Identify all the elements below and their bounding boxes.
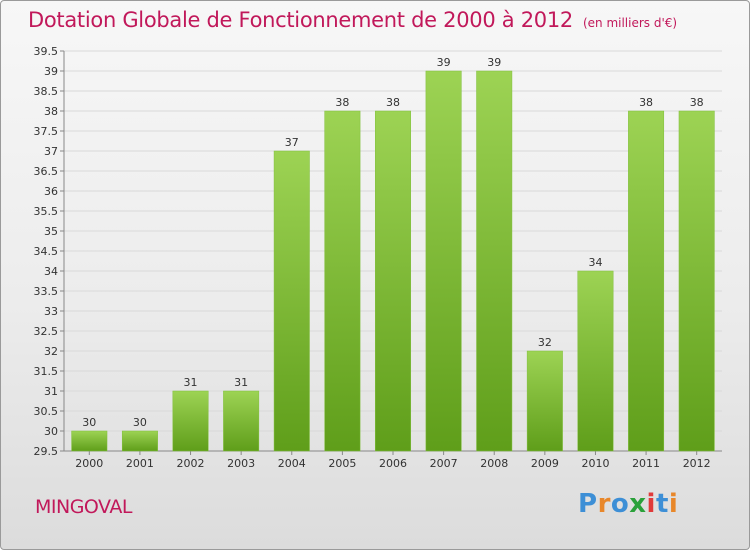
data-label: 39 — [487, 56, 501, 69]
bar — [273, 150, 310, 452]
bar — [172, 390, 209, 452]
x-tick-label: 2009 — [531, 457, 559, 470]
x-tick-label: 2007 — [430, 457, 458, 470]
bar — [121, 430, 158, 452]
y-tick-label: 33.5 — [34, 285, 59, 298]
data-label: 30 — [82, 416, 96, 429]
chart-unit: (en milliers d'€) — [582, 16, 678, 30]
x-tick-label: 2006 — [379, 457, 407, 470]
data-label: 38 — [690, 96, 704, 109]
y-tick-label: 38 — [44, 105, 58, 118]
bar — [678, 110, 715, 452]
logo-letter: t — [655, 489, 669, 519]
y-tick-label: 36 — [44, 185, 58, 198]
data-label: 37 — [285, 136, 299, 149]
logo-letter: r — [597, 489, 611, 519]
y-tick-label: 32.5 — [34, 325, 59, 338]
y-tick-label: 32 — [44, 345, 58, 358]
chart-title: Dotation Globale de Fonctionnement de 20… — [28, 8, 677, 32]
x-tick-label: 2005 — [328, 457, 356, 470]
commune-name: MINGOVAL — [35, 496, 132, 518]
y-tick-label: 35 — [44, 225, 58, 238]
logo-letter: o — [610, 489, 630, 519]
data-label: 30 — [133, 416, 147, 429]
y-tick-label: 31 — [44, 385, 58, 398]
y-tick-label: 34.5 — [34, 245, 59, 258]
data-label: 38 — [386, 96, 400, 109]
bar — [526, 350, 563, 452]
bar — [577, 270, 614, 452]
x-tick-label: 2003 — [227, 457, 255, 470]
x-tick-label: 2012 — [683, 457, 711, 470]
chart-title-text: Dotation Globale de Fonctionnement de 20… — [28, 8, 573, 32]
data-label: 38 — [335, 96, 349, 109]
logo-letter: i — [646, 489, 656, 519]
y-tick-label: 39 — [44, 65, 58, 78]
bar — [324, 110, 361, 452]
x-tick-label: 2000 — [75, 457, 103, 470]
y-tick-label: 33 — [44, 305, 58, 318]
y-tick-label: 30.5 — [34, 405, 59, 418]
bar — [71, 430, 108, 452]
y-tick-label: 36.5 — [34, 165, 59, 178]
label-layer: 30 30 31 31 37 38 38 39 39 32 34 38 38 — [82, 56, 703, 429]
y-tick-label: 31.5 — [34, 365, 59, 378]
bar — [476, 70, 513, 452]
y-tick-label: 37.5 — [34, 125, 59, 138]
data-label: 34 — [588, 256, 602, 269]
y-tick-label: 29.5 — [34, 445, 59, 458]
bar-layer — [71, 70, 715, 452]
y-tick-label: 35.5 — [34, 205, 59, 218]
logo-letter: x — [629, 489, 647, 519]
x-tick-label: 2010 — [581, 457, 609, 470]
data-label: 31 — [234, 376, 248, 389]
bar — [223, 390, 260, 452]
data-label: 31 — [184, 376, 198, 389]
bar — [628, 110, 665, 452]
data-label: 32 — [538, 336, 552, 349]
y-tick-label: 30 — [44, 425, 58, 438]
bar — [375, 110, 411, 452]
x-tick-label: 2002 — [177, 457, 205, 470]
y-tick-label: 38.5 — [34, 85, 59, 98]
y-tick-label: 37 — [44, 145, 58, 158]
logo-letter: i — [668, 489, 679, 519]
x-tick-label: 2001 — [126, 457, 154, 470]
data-label: 38 — [639, 96, 653, 109]
y-tick-label: 34 — [44, 265, 58, 278]
bar — [425, 70, 462, 452]
data-label: 39 — [437, 56, 451, 69]
proxiti-logo[interactable]: Proxiti — [578, 489, 678, 519]
x-tick-label: 2004 — [278, 457, 306, 470]
x-tick-label: 2011 — [632, 457, 660, 470]
y-tick-label: 39.5 — [34, 45, 59, 58]
x-tick-label: 2008 — [480, 457, 508, 470]
logo-letter: P — [578, 489, 598, 519]
